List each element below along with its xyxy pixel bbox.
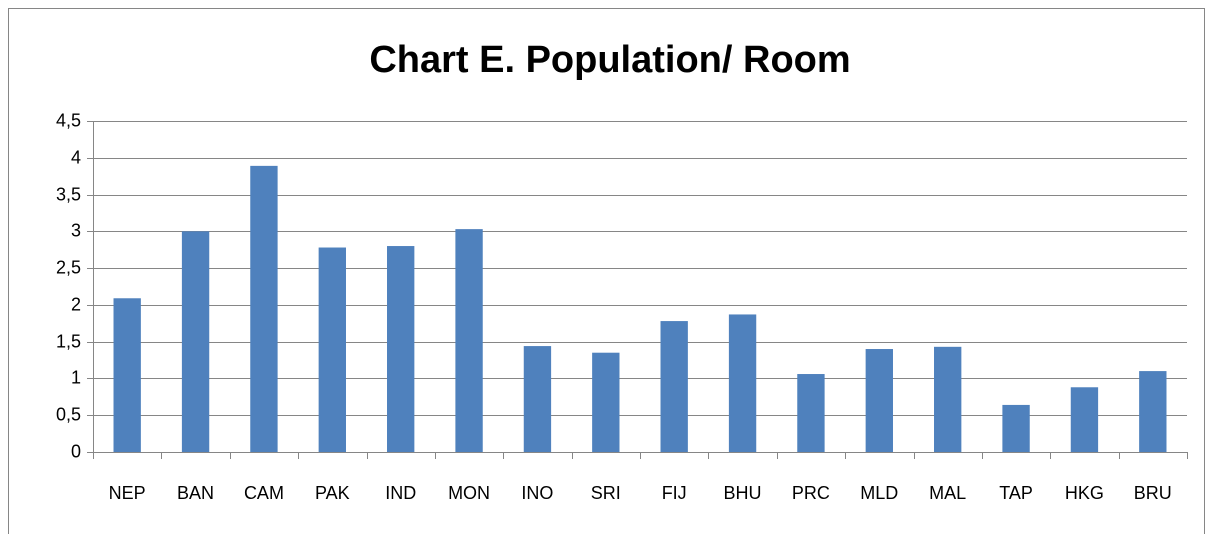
x-tick-label: BHU [724,483,762,503]
y-tick-label: 0 [71,441,81,461]
bar [865,349,893,452]
y-tick-label: 2 [71,294,81,314]
bar [318,247,346,452]
bar [455,229,483,452]
x-tick-label: FIJ [662,483,687,503]
bar [523,346,552,452]
bar [934,346,962,452]
y-tick-label: 4,5 [56,110,81,130]
x-tick-label: BRU [1134,483,1172,503]
x-tick-label: PAK [315,483,350,503]
bar [660,321,688,452]
y-tick-label: 3 [71,220,81,240]
x-tick-label: MAL [929,483,966,503]
bar [1070,387,1099,452]
bar [797,374,825,452]
bar [592,352,620,452]
bar [250,165,278,452]
x-tick-label: PRC [792,483,830,503]
x-tick-label: MON [448,483,490,503]
y-tick-label: 0,5 [56,404,81,424]
x-tick-label: IND [385,483,416,503]
bar [387,246,415,452]
bar [181,231,210,452]
y-tick-label: 1,5 [56,331,81,351]
bar [1139,371,1167,452]
bar [1002,404,1030,452]
x-tick-label: SRI [591,483,621,503]
x-tick-label: MLD [860,483,898,503]
x-tick-label: BAN [177,483,214,503]
y-tick-label: 2,5 [56,257,81,277]
x-tick-label: TAP [999,483,1033,503]
x-tick-label: INO [521,483,553,503]
x-tick-label: HKG [1065,483,1104,503]
y-tick-label: 4 [71,147,81,167]
bar [728,314,757,452]
y-tick-label: 1 [71,367,81,387]
y-tick-label: 3,5 [56,184,81,204]
chart-title: Chart E. Population/ Room [369,39,850,81]
bar [113,298,141,452]
x-tick-label: CAM [244,483,284,503]
x-tick-label: NEP [109,483,146,503]
